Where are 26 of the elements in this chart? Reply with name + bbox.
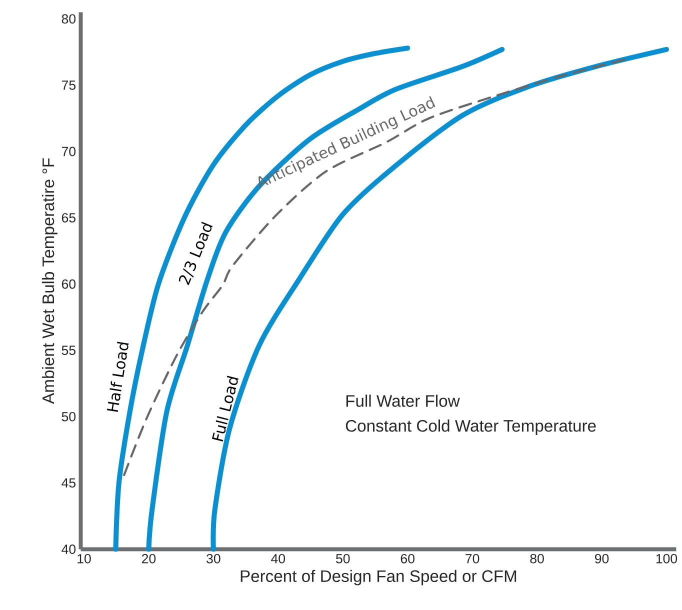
y-tick-label: 55 [62,346,76,355]
x-tick-label: 90 [594,554,609,564]
x-tick-label: 100 [656,554,678,564]
x-tick-label: 20 [142,554,156,564]
x-tick-label: 50 [336,554,350,564]
y-tick-label: 80 [62,14,76,24]
x-axis-title: Percent of Design Fan Speed or CFM [240,570,516,586]
x-tick-label: 10 [78,554,91,564]
text: 2/3 Load [178,222,213,286]
y-tick-label: 70 [62,146,76,156]
annotation: Constant Cold Water Temperature [346,419,596,435]
text: Full Load [212,376,238,442]
y-axis-title: Ambient Wet Bulb Temperatire °F [42,158,58,404]
x-tick-label: 80 [530,554,544,564]
y-tick-label: 60 [62,279,76,289]
y-tick-label: 45 [62,478,76,488]
x-tick-label: 30 [206,554,220,564]
text: Half Load [106,342,129,412]
annotation: Full Water Flow [346,394,460,407]
x-tick-label: 70 [466,554,480,564]
y-tick-label: 75 [62,80,76,90]
x-tick-label: 40 [271,554,286,564]
y-tick-label: 65 [62,213,76,222]
y-tick-label: 40 [62,544,76,554]
y-tick-label: 50 [62,412,76,422]
x-tick-label: 60 [400,554,414,564]
